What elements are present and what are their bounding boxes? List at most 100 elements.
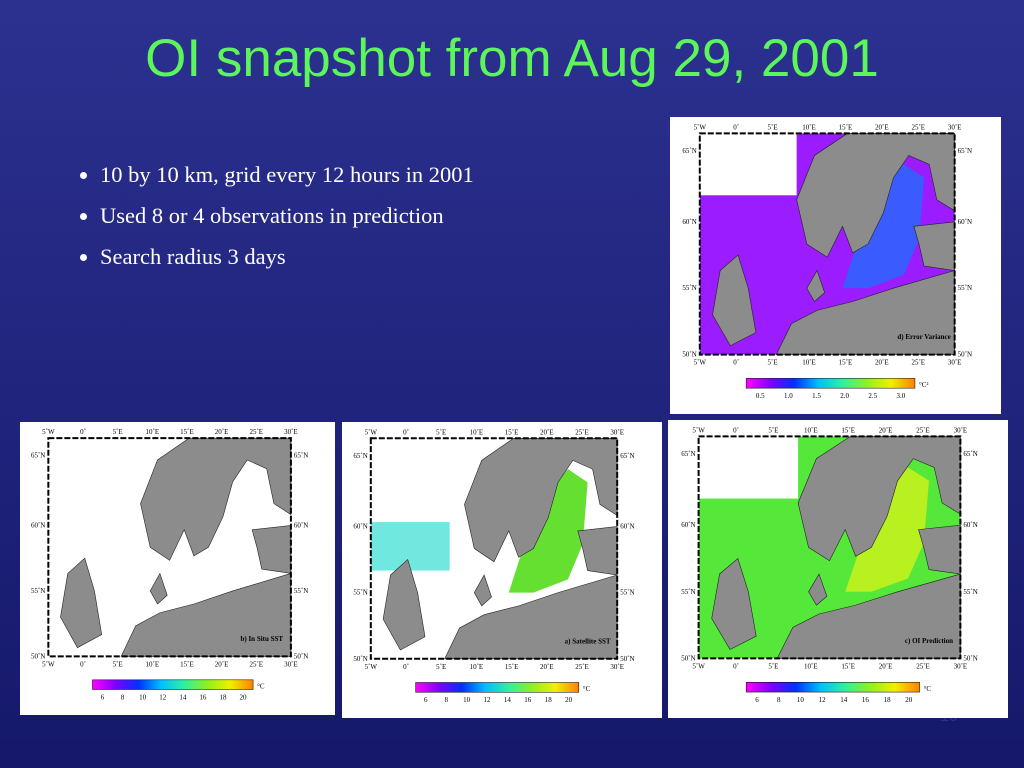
colorbar-tick: 20 bbox=[565, 696, 573, 704]
lon-label: 5˚E bbox=[768, 123, 778, 131]
colorbar-tick: 18 bbox=[219, 694, 227, 702]
colorbar-tick: 18 bbox=[884, 696, 892, 704]
slide-title: OI snapshot from Aug 29, 2001 bbox=[145, 29, 879, 88]
map-panel: 5˚W 5˚W 0˚ 0˚ 5˚E 5˚E 10˚E 10˚E 15˚E 15˚E 20˚E 20˚E… bbox=[670, 117, 1001, 414]
colorbar-tick: 12 bbox=[819, 696, 827, 704]
colorbar-tick: 10 bbox=[139, 694, 147, 702]
baltic bbox=[842, 164, 925, 289]
baltic bbox=[184, 468, 262, 591]
colorbar-tick: 0.5 bbox=[756, 392, 765, 400]
lat-label: 50˚N bbox=[294, 652, 308, 660]
map-panel: 5˚W 5˚W 0˚ 0˚ 5˚E 5˚E 10˚E 10˚E 15˚E 15˚E 20˚E 20˚E… bbox=[668, 420, 1008, 718]
land bbox=[918, 524, 961, 575]
colorbar-tick: 6 bbox=[101, 694, 105, 702]
lon-label: 30˚E bbox=[948, 359, 962, 367]
lon-label: 20˚E bbox=[875, 359, 889, 367]
lon-label: 5˚W bbox=[365, 428, 378, 436]
colorbar-tick: 14 bbox=[504, 696, 512, 704]
no-data bbox=[698, 436, 799, 499]
lon-label: 10˚E bbox=[145, 428, 159, 436]
lon-label: 15˚E bbox=[180, 428, 194, 436]
lon-label: 0˚ bbox=[80, 428, 86, 436]
lat-label: 60˚N bbox=[353, 522, 367, 530]
colorbar-tick: 12 bbox=[484, 696, 492, 704]
map-label: c) OI Prediction bbox=[905, 637, 953, 645]
lat-label: 60˚N bbox=[31, 521, 45, 529]
lon-label: 25˚E bbox=[911, 123, 925, 131]
bullet: Search radius 3 days bbox=[100, 240, 500, 274]
lon-label: 5˚W bbox=[694, 359, 707, 367]
lon-label: 25˚E bbox=[911, 359, 925, 367]
map-frame bbox=[697, 435, 962, 660]
lon-label: 30˚E bbox=[610, 663, 624, 671]
lat-label: 60˚N bbox=[963, 521, 977, 529]
lat-label: 60˚N bbox=[681, 521, 695, 529]
lon-label: 0˚ bbox=[733, 359, 739, 367]
colorbar-tick: 14 bbox=[840, 696, 848, 704]
land bbox=[711, 557, 757, 650]
lon-label: 30˚E bbox=[610, 428, 624, 436]
colorbar-tick: 14 bbox=[179, 694, 187, 702]
lat-label: 50˚N bbox=[681, 654, 695, 662]
lat-label: 55˚N bbox=[958, 284, 972, 292]
lon-label: 25˚E bbox=[575, 428, 589, 436]
lon-label: 20˚E bbox=[540, 428, 554, 436]
data-patch bbox=[370, 522, 450, 571]
bullet: Used 8 or 4 observations in prediction bbox=[100, 199, 500, 233]
colorbar-tick: 8 bbox=[444, 696, 448, 704]
lon-label: 10˚E bbox=[804, 662, 818, 670]
colorbar-unit: °C² bbox=[919, 381, 929, 389]
lon-label: 5˚W bbox=[42, 660, 55, 668]
lon-label: 15˚E bbox=[505, 663, 519, 671]
lon-label: 10˚E bbox=[804, 426, 818, 434]
land bbox=[775, 270, 955, 355]
colorbar-tick: 6 bbox=[755, 696, 759, 704]
colorbar-tick: 1.0 bbox=[784, 392, 793, 400]
lon-label: 30˚E bbox=[284, 428, 298, 436]
lat-label: 65˚N bbox=[958, 147, 972, 155]
lon-label: 0˚ bbox=[403, 428, 409, 436]
lon-label: 5˚W bbox=[42, 428, 55, 436]
lon-label: 15˚E bbox=[839, 359, 853, 367]
lon-label: 15˚E bbox=[505, 428, 519, 436]
lon-label: 5˚E bbox=[113, 428, 123, 436]
colorbar-tick: 1.5 bbox=[812, 392, 821, 400]
colorbar-tick: 16 bbox=[199, 694, 207, 702]
colorbar-tick: 10 bbox=[797, 696, 805, 704]
colorbar-unit: °C bbox=[583, 685, 591, 693]
land bbox=[60, 557, 103, 649]
lon-label: 25˚E bbox=[249, 428, 263, 436]
colorbar-tick: 2.5 bbox=[868, 392, 877, 400]
lon-label: 20˚E bbox=[875, 123, 889, 131]
lon-label: 5˚E bbox=[436, 428, 446, 436]
colorbar-tick: 20 bbox=[240, 694, 248, 702]
land bbox=[577, 526, 618, 576]
land bbox=[797, 436, 961, 562]
lat-label: 65˚N bbox=[681, 450, 695, 458]
colorbar-tick: 8 bbox=[777, 696, 781, 704]
lon-label: 5˚E bbox=[768, 426, 778, 434]
lon-label: 10˚E bbox=[802, 359, 816, 367]
baltic bbox=[845, 467, 929, 592]
land bbox=[913, 221, 955, 271]
lon-label: 0˚ bbox=[403, 663, 409, 671]
land bbox=[808, 573, 828, 606]
colorbar-unit: °C bbox=[924, 685, 932, 693]
colorbar bbox=[415, 682, 580, 693]
lat-label: 55˚N bbox=[31, 587, 45, 595]
lat-label: 55˚N bbox=[353, 589, 367, 597]
lat-label: 65˚N bbox=[31, 452, 45, 460]
lon-label: 0˚ bbox=[733, 426, 739, 434]
lat-label: 55˚N bbox=[682, 284, 696, 292]
colorbar bbox=[745, 378, 916, 389]
lat-label: 50˚N bbox=[353, 655, 367, 663]
lat-label: 60˚N bbox=[294, 521, 308, 529]
lat-label: 50˚N bbox=[963, 654, 977, 662]
lon-label: 10˚E bbox=[470, 663, 484, 671]
map-label: b) In Situ SST bbox=[240, 635, 283, 643]
lat-label: 55˚N bbox=[681, 588, 695, 596]
land bbox=[140, 437, 292, 561]
lat-label: 55˚N bbox=[963, 588, 977, 596]
lon-label: 15˚E bbox=[841, 662, 855, 670]
lon-label: 10˚E bbox=[145, 660, 159, 668]
